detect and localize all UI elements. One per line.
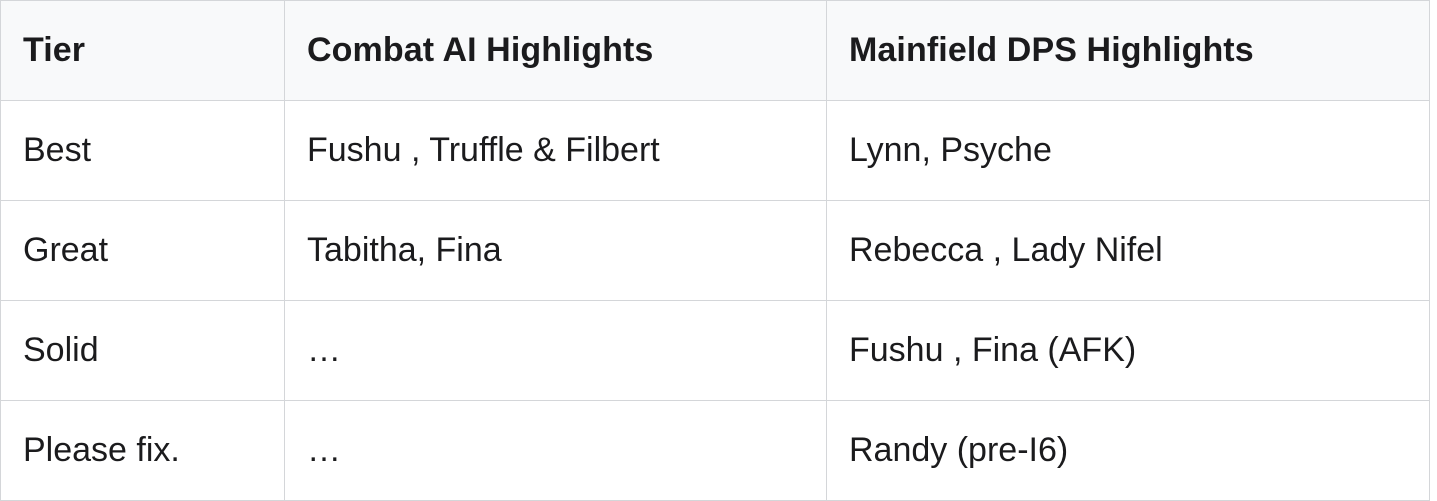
table-row: Best Fushu , Truffle & Filbert Lynn, Psy… xyxy=(0,100,1430,201)
cell-combat-ai: … xyxy=(284,300,827,401)
table-header: Tier Combat AI Highlights Mainfield DPS … xyxy=(0,0,1430,101)
cell-tier: Great xyxy=(0,200,285,301)
cell-tier: Please fix. xyxy=(0,400,285,501)
table-row: Great Tabitha, Fina Rebecca , Lady Nifel xyxy=(0,200,1430,301)
cell-tier: Solid xyxy=(0,300,285,401)
cell-combat-ai: … xyxy=(284,400,827,501)
cell-mainfield-dps: Rebecca , Lady Nifel xyxy=(826,200,1430,301)
cell-mainfield-dps: Randy (pre-I6) xyxy=(826,400,1430,501)
header-row: Tier Combat AI Highlights Mainfield DPS … xyxy=(0,0,1430,101)
table-row: Solid … Fushu , Fina (AFK) xyxy=(0,300,1430,401)
table-body: Best Fushu , Truffle & Filbert Lynn, Psy… xyxy=(0,100,1430,501)
cell-combat-ai: Fushu , Truffle & Filbert xyxy=(284,100,827,201)
cell-combat-ai: Tabitha, Fina xyxy=(284,200,827,301)
table-row: Please fix. … Randy (pre-I6) xyxy=(0,400,1430,501)
column-header-combat-ai-highlights: Combat AI Highlights xyxy=(284,0,827,101)
column-header-tier: Tier xyxy=(0,0,285,101)
cell-tier: Best xyxy=(0,100,285,201)
cell-mainfield-dps: Lynn, Psyche xyxy=(826,100,1430,201)
cell-mainfield-dps: Fushu , Fina (AFK) xyxy=(826,300,1430,401)
column-header-mainfield-dps-highlights: Mainfield DPS Highlights xyxy=(826,0,1430,101)
